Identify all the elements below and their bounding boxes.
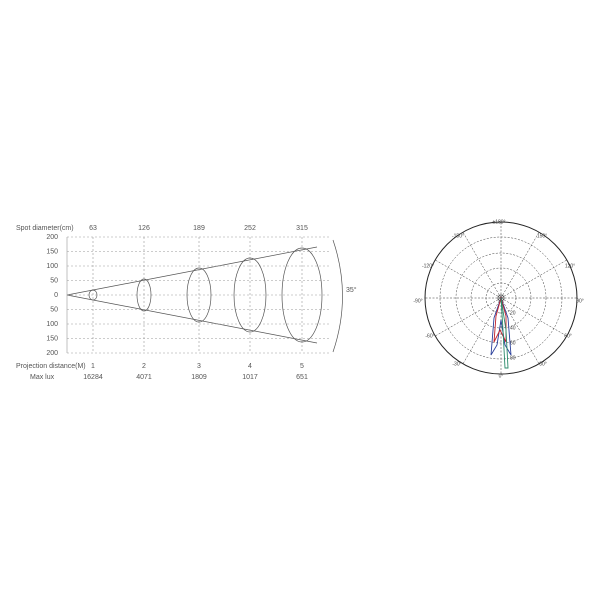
spot	[136, 278, 152, 312]
polar-spoke	[500, 297, 567, 337]
angle-label: -60°	[425, 333, 434, 339]
y-label: 200	[46, 234, 58, 241]
polar-spoke	[462, 297, 502, 364]
spot-diameter: 315	[296, 225, 308, 232]
distance: 4	[248, 363, 252, 370]
beam-angle: 35°	[346, 286, 357, 294]
lux-label: Max lux	[30, 374, 55, 381]
polar-spoke	[500, 232, 540, 299]
y-label: 100	[46, 263, 58, 270]
spot	[88, 289, 98, 301]
spot-diameter: 63	[89, 225, 97, 232]
spot	[281, 247, 323, 343]
polar-spoke	[462, 232, 502, 299]
spot-diameter: 252	[244, 225, 256, 232]
angle-label: -30°	[452, 361, 461, 367]
polar-outline	[424, 221, 578, 375]
y-label: 50	[50, 277, 58, 284]
spot-label: Spot diameter(cm)	[16, 225, 74, 232]
red-curve	[493, 296, 507, 343]
angle-label: 150°	[537, 233, 547, 239]
y-label: 100	[46, 321, 58, 328]
beam-diagram: Spot diameter(cm) Projection distance(M)…	[16, 225, 357, 381]
angle-label: 90°	[576, 298, 584, 304]
cone-edge	[66, 246, 318, 296]
blue-curve	[490, 296, 512, 356]
distance: 5	[300, 363, 304, 370]
radial-label: 80	[510, 355, 516, 361]
green-curve	[500, 297, 509, 369]
radial-label: 40	[510, 325, 516, 331]
angle-label: -150°	[452, 233, 464, 239]
radial-label: 60	[510, 340, 516, 346]
angle-label: 120°	[565, 263, 575, 269]
angle-label: 30°	[539, 361, 547, 367]
spot-diameter: 126	[138, 225, 150, 232]
y-label: 150	[46, 248, 58, 255]
angle-arc	[332, 239, 343, 353]
angle-label: ±180°	[492, 219, 505, 225]
distance-label: Projection distance(M)	[16, 363, 86, 370]
max-lux: 1017	[242, 374, 258, 381]
max-lux: 1809	[191, 374, 207, 381]
spot	[233, 257, 267, 333]
distance: 1	[91, 363, 95, 370]
y-label: 150	[46, 335, 58, 342]
angle-label: -120°	[422, 263, 434, 269]
angle-label: 0°	[499, 373, 504, 379]
polar-diagram: 20 40 60 80 ±180° -150° 150° -120° 120° -90° 90° -6…	[413, 219, 583, 379]
polar-ring	[455, 252, 547, 344]
polar-spoke	[435, 259, 502, 299]
distance: 3	[197, 363, 201, 370]
distance: 2	[142, 363, 146, 370]
y-label: 200	[46, 350, 58, 357]
polar-spoke	[500, 259, 567, 299]
spot-diameter: 189	[193, 225, 205, 232]
y-label: 0	[54, 292, 58, 299]
radial-label: 20	[510, 310, 516, 316]
max-lux: 4071	[136, 374, 152, 381]
angle-label: 60°	[564, 333, 572, 339]
spot	[186, 267, 212, 323]
max-lux: 16284	[83, 374, 103, 381]
polar-spoke	[500, 297, 540, 364]
cone-edge	[66, 294, 318, 344]
polar-spoke	[435, 297, 502, 337]
y-label: 50	[50, 306, 58, 313]
max-lux: 651	[296, 374, 308, 381]
angle-label: -90°	[413, 298, 422, 304]
